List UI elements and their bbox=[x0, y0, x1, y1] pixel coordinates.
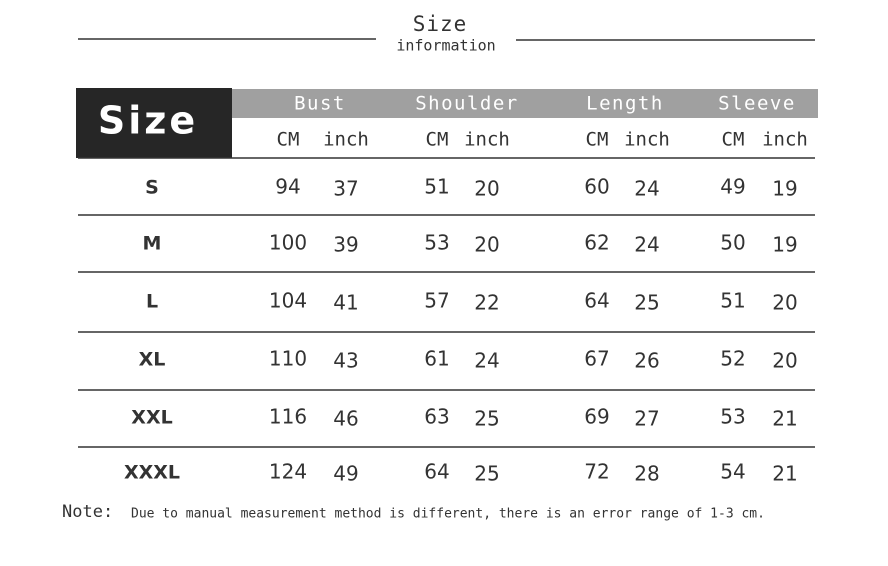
header-band bbox=[232, 89, 818, 118]
size-label: L bbox=[146, 291, 158, 313]
measurement: 110 bbox=[269, 347, 307, 371]
measurement: 49 bbox=[720, 175, 745, 199]
column-header: Length bbox=[586, 93, 664, 115]
measurement: 25 bbox=[474, 462, 499, 486]
measurement: 51 bbox=[424, 175, 449, 199]
measurement: 50 bbox=[720, 231, 745, 255]
measurement: 62 bbox=[584, 231, 609, 255]
measurement: 43 bbox=[333, 349, 358, 373]
measurement: 64 bbox=[584, 289, 609, 313]
measurement: 100 bbox=[269, 231, 307, 255]
unit-header: inch bbox=[762, 129, 808, 151]
unit-header: inch bbox=[323, 129, 369, 151]
measurement: 57 bbox=[424, 289, 449, 313]
size-label: XXXL bbox=[124, 462, 180, 484]
title: Size bbox=[413, 12, 468, 36]
measurement: 60 bbox=[584, 175, 609, 199]
measurement: 25 bbox=[634, 291, 659, 315]
measurement: 21 bbox=[772, 407, 797, 431]
size-label: XXL bbox=[131, 407, 172, 429]
measurement: 21 bbox=[772, 462, 797, 486]
measurement: 72 bbox=[584, 460, 609, 484]
unit-header: CM bbox=[722, 129, 745, 151]
subtitle: information bbox=[396, 37, 495, 55]
measurement: 25 bbox=[474, 407, 499, 431]
unit-header: inch bbox=[464, 129, 510, 151]
measurement: 24 bbox=[634, 177, 659, 201]
measurement: 64 bbox=[424, 460, 449, 484]
measurement: 20 bbox=[474, 177, 499, 201]
column-header: Sleeve bbox=[718, 93, 796, 115]
measurement: 27 bbox=[634, 407, 659, 431]
column-header: Bust bbox=[294, 93, 346, 115]
measurement: 53 bbox=[424, 231, 449, 255]
size-label: M bbox=[143, 233, 162, 255]
measurement: 46 bbox=[333, 407, 358, 431]
measurement: 53 bbox=[720, 405, 745, 429]
measurement: 22 bbox=[474, 291, 499, 315]
corner-box bbox=[76, 88, 232, 158]
measurement: 20 bbox=[772, 349, 797, 373]
measurement: 39 bbox=[333, 233, 358, 257]
measurement: 41 bbox=[333, 291, 358, 315]
measurement: 61 bbox=[424, 347, 449, 371]
measurement: 94 bbox=[275, 175, 300, 199]
unit-header: inch bbox=[624, 129, 670, 151]
note-label: Note: bbox=[62, 502, 113, 522]
measurement: 19 bbox=[772, 177, 797, 201]
measurement: 37 bbox=[333, 177, 358, 201]
measurement: 116 bbox=[269, 405, 307, 429]
corner-label: Size bbox=[98, 99, 198, 143]
column-header: Shoulder bbox=[415, 93, 519, 115]
size-label: S bbox=[145, 177, 159, 199]
unit-header: CM bbox=[277, 129, 300, 151]
unit-header: CM bbox=[426, 129, 449, 151]
measurement: 104 bbox=[269, 289, 307, 313]
measurement: 26 bbox=[634, 349, 659, 373]
unit-header: CM bbox=[586, 129, 609, 151]
measurement: 28 bbox=[634, 462, 659, 486]
measurement: 124 bbox=[269, 460, 307, 484]
measurement: 54 bbox=[720, 460, 745, 484]
size-label: XL bbox=[139, 349, 166, 371]
measurement: 20 bbox=[474, 233, 499, 257]
measurement: 51 bbox=[720, 289, 745, 313]
measurement: 69 bbox=[584, 405, 609, 429]
measurement: 19 bbox=[772, 233, 797, 257]
measurement: 67 bbox=[584, 347, 609, 371]
measurement: 49 bbox=[333, 462, 358, 486]
measurement: 24 bbox=[634, 233, 659, 257]
note-text: Due to manual measurement method is diff… bbox=[131, 507, 765, 522]
measurement: 24 bbox=[474, 349, 499, 373]
measurement: 52 bbox=[720, 347, 745, 371]
measurement: 63 bbox=[424, 405, 449, 429]
measurement: 20 bbox=[772, 291, 797, 315]
